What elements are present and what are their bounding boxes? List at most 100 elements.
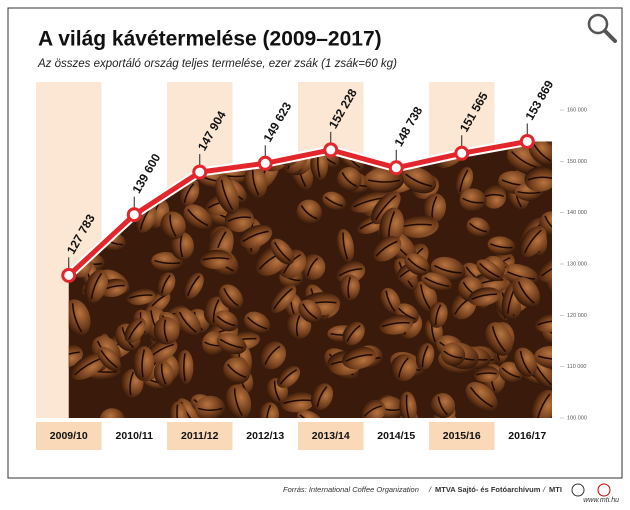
bean-crease [517,281,535,304]
bean [473,366,500,383]
bean-crease [341,172,357,187]
line [67,139,528,278]
bean-crease [202,257,230,261]
bean-body [459,188,487,213]
bean-body [199,249,233,270]
bean-crease [527,176,552,181]
bean [485,322,513,356]
bean-crease [273,241,291,262]
bean-crease [471,293,498,300]
bean-crease [216,315,236,327]
bean [126,288,156,305]
bean-crease [183,353,186,382]
bean [183,272,204,299]
bean-crease [479,262,500,278]
bean [466,217,491,238]
bean-body [176,349,194,385]
bean [223,357,251,384]
bean-crease [187,208,209,227]
bean-crease [128,320,143,340]
bean-crease [491,326,507,353]
bean-crease [247,316,268,330]
bean [360,399,386,418]
bean-body [239,224,273,249]
bean [534,345,552,370]
bean-crease [161,274,171,294]
bean-crease [407,257,427,272]
bean-crease [183,183,195,203]
bean-body [244,311,271,335]
bean-crease [324,196,344,207]
bean-crease [100,349,118,369]
bean [530,389,552,418]
bean [390,354,417,382]
bean-crease [398,357,409,378]
bean-body [133,346,155,381]
bean [153,316,180,345]
footer: Forrás: International Coffee Organizatio… [283,483,611,497]
bean [219,284,244,310]
bean-crease [433,264,462,274]
x-tick-label: 2012/13 [246,430,284,442]
bean [124,317,147,343]
bean [372,235,402,262]
bean-body [225,384,252,418]
y-tick-label: 160 000 [567,107,587,113]
bean [97,346,121,372]
search-icon[interactable] [587,13,617,43]
bean-crease [176,404,181,418]
bean-body [440,343,466,366]
bean-crease [266,404,272,418]
footer-url: www.mti.hu [583,497,619,504]
bean-body [530,389,552,418]
point [519,133,535,149]
bean [421,272,453,292]
footer-separator: / [542,485,546,494]
bean [401,166,437,194]
y-tick-label: 120 000 [567,313,587,319]
bean [156,272,176,297]
bean [239,224,273,249]
bean-crease [459,169,469,192]
category-band [101,422,167,450]
bean-body [473,366,500,383]
bean [183,204,213,231]
bean [199,249,233,270]
bean [244,311,271,335]
x-tick-label: 2011/12 [181,430,219,442]
bean-body [195,395,226,418]
bean-crease [178,311,197,333]
bean [404,253,430,276]
footer-mti: MTI [549,485,562,494]
bean-crease [141,349,146,378]
bean-crease [299,414,321,418]
bean-body [487,236,516,256]
bean-crease [227,363,247,379]
bean-body [99,408,125,418]
bean-body [160,211,186,240]
footer-source: Forrás: International Coffee Organizatio… [283,485,419,494]
category-band [232,422,298,450]
bean [476,259,503,282]
bean-crease [197,407,223,412]
bean-body [280,391,315,413]
bean-crease [212,299,220,323]
bean-body [534,345,552,370]
bean-body [146,338,178,363]
bean-body [68,299,91,336]
bean-crease [532,143,552,162]
bean-body [296,410,324,418]
bean-body [534,313,552,333]
bean-body [216,332,247,355]
bean-body [454,167,474,195]
bean-crease [363,405,383,417]
bean-crease [519,350,531,374]
bean-crease [437,396,448,416]
bean-crease [342,232,349,260]
bean [539,211,552,236]
bean-body [379,207,404,245]
bean-body [380,287,401,315]
logo-mti [597,483,611,497]
bean-crease [476,372,497,376]
